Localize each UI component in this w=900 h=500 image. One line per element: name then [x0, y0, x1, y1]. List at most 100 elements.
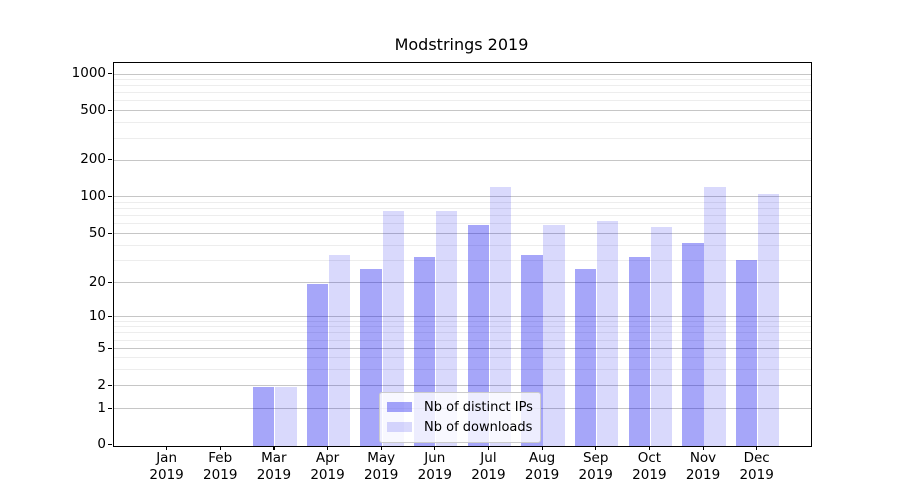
legend-swatch-downloads: [387, 422, 412, 432]
minor-gridline-60: [114, 223, 811, 225]
x-tick-label-mar: Mar 2019: [256, 450, 292, 483]
x-tick-mark-aug: [541, 446, 543, 450]
x-tick-mark-feb: [219, 446, 221, 450]
bar-distinct-ips-jul: [467, 224, 490, 446]
y-tick-mark-5: [108, 347, 112, 349]
minor-gridline-300: [114, 137, 811, 139]
x-tick-label-dec: Dec 2019: [739, 450, 774, 483]
bar-downloads-sep: [597, 221, 619, 446]
bar-distinct-ips-apr: [306, 283, 329, 446]
minor-gridline-7: [114, 332, 811, 334]
bars-layer: [114, 63, 811, 446]
major-gridline-500: [114, 110, 811, 111]
y-tick-mark-1: [108, 407, 112, 409]
x-tick-label-may: May 2019: [363, 450, 399, 483]
legend-label-distinct-ips: Nb of distinct IPs: [424, 399, 533, 415]
y-tick-label-0: 0: [97, 436, 106, 452]
major-gridline-100: [114, 196, 811, 197]
y-tick-mark-10: [108, 315, 112, 317]
major-gridline-5: [114, 348, 811, 349]
y-tick-label-5: 5: [97, 339, 106, 356]
y-tick-mark-2: [108, 384, 112, 386]
minor-gridline-70: [114, 215, 811, 217]
y-tick-label-500: 500: [80, 101, 106, 118]
y-tick-label-200: 200: [80, 151, 106, 167]
y-tick-mark-500: [108, 109, 112, 111]
x-tick-label-nov: Nov 2019: [685, 450, 721, 483]
y-tick-mark-50: [108, 232, 112, 234]
bar-downloads-may: [382, 210, 404, 446]
x-tick-label-feb: Feb 2019: [203, 450, 238, 483]
legend-swatch-distinct-ips: [387, 402, 412, 412]
major-gridline-20: [114, 282, 811, 283]
x-tick-mark-sep: [595, 446, 597, 450]
minor-gridline-6: [114, 339, 811, 341]
bar-distinct-ips-mar: [253, 386, 275, 446]
y-tick-label-1000: 1000: [71, 65, 106, 81]
major-gridline-200: [114, 159, 811, 161]
major-gridline-1000: [114, 73, 811, 75]
bar-distinct-ips-nov: [682, 242, 704, 446]
minor-gridline-4: [114, 357, 811, 358]
x-tick-mark-nov: [702, 446, 704, 450]
x-tick-label-jun: Jun 2019: [417, 450, 452, 483]
y-tick-mark-0: [108, 444, 112, 446]
bar-distinct-ips-sep: [575, 269, 597, 446]
x-tick-label-sep: Sep 2019: [578, 450, 613, 483]
x-tick-mark-may: [380, 446, 382, 450]
legend-label-downloads: Nb of downloads: [424, 419, 533, 435]
minor-gridline-40: [114, 244, 811, 246]
minor-gridline-80: [114, 207, 811, 209]
minor-gridline-9: [114, 320, 811, 322]
x-tick-mark-mar: [273, 446, 275, 450]
x-tick-mark-apr: [327, 446, 329, 450]
legend-item-downloads: Nb of downloads: [387, 417, 540, 437]
bar-downloads-mar: [275, 386, 297, 446]
minor-gridline-800: [114, 85, 811, 87]
major-gridline-50: [114, 233, 811, 234]
x-tick-mark-dec: [756, 446, 758, 450]
major-gridline-10: [114, 316, 811, 317]
y-tick-mark-200: [108, 159, 112, 161]
x-tick-mark-jul: [487, 446, 490, 450]
legend-item-distinct-ips: Nb of distinct IPs: [387, 397, 540, 417]
y-tick-mark-1000: [108, 73, 112, 75]
x-tick-mark-oct: [648, 446, 651, 450]
x-tick-mark-jan: [166, 446, 168, 450]
y-tick-label-2: 2: [97, 376, 106, 393]
bar-downloads-nov: [704, 186, 726, 446]
minor-gridline-900: [114, 79, 811, 81]
x-tick-label-apr: Apr 2019: [310, 450, 345, 483]
x-tick-label-jul: Jul 2019: [471, 450, 506, 483]
y-tick-label-1: 1: [97, 399, 106, 416]
bar-distinct-ips-oct: [628, 256, 650, 446]
y-tick-label-50: 50: [88, 224, 106, 241]
y-tick-mark-20: [108, 281, 112, 283]
x-tick-label-aug: Aug 2019: [524, 450, 560, 483]
bar-distinct-ips-dec: [735, 260, 758, 446]
bar-downloads-oct: [650, 226, 673, 446]
minor-gridline-90: [114, 201, 811, 203]
chart-title: Modstrings 2019: [394, 35, 529, 54]
bar-downloads-jun: [436, 210, 458, 446]
y-tick-mark-100: [108, 195, 112, 197]
bar-downloads-dec: [758, 194, 780, 446]
y-tick-label-20: 20: [88, 273, 106, 290]
minor-gridline-8: [114, 326, 811, 328]
bar-downloads-aug: [543, 224, 565, 446]
legend: Nb of distinct IPs Nb of downloads: [379, 392, 541, 443]
y-tick-label-10: 10: [88, 307, 106, 324]
bar-distinct-ips-may: [360, 269, 382, 446]
plot-area: Nb of distinct IPs Nb of downloads: [113, 62, 812, 447]
minor-gridline-700: [114, 92, 811, 94]
bar-downloads-jul: [489, 186, 512, 446]
minor-gridline-3: [114, 368, 811, 370]
y-tick-label-100: 100: [80, 187, 106, 204]
major-gridline-2: [114, 385, 811, 386]
x-tick-label-oct: Oct 2019: [632, 450, 667, 483]
x-tick-mark-jun: [434, 446, 436, 450]
minor-gridline-30: [114, 260, 811, 262]
minor-gridline-400: [114, 122, 811, 124]
minor-gridline-600: [114, 100, 811, 102]
